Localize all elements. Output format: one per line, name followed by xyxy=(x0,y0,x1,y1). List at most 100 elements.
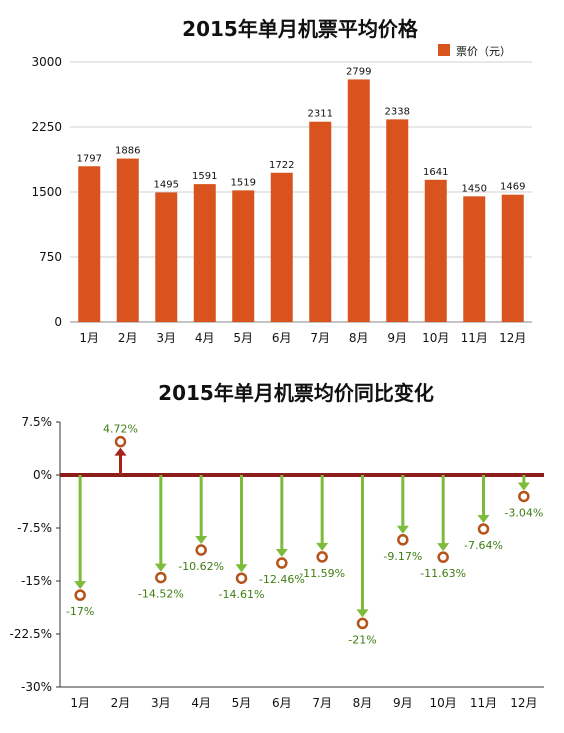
change-value-label: -14.61% xyxy=(219,588,265,601)
arrow-head xyxy=(477,514,490,523)
x-tick-label: 3月 xyxy=(156,331,176,345)
value-marker xyxy=(74,589,86,601)
bar-value-label: 1495 xyxy=(154,179,179,190)
arrow-head xyxy=(195,536,208,545)
chart1-legend: 票价（元） xyxy=(438,44,511,58)
x-tick-label: 6月 xyxy=(272,331,292,345)
bar-value-label: 1469 xyxy=(500,182,525,193)
bar xyxy=(232,190,255,322)
bar-value-label: 1450 xyxy=(462,183,487,194)
x-tick-label: 1月 xyxy=(70,696,90,710)
x-tick-label: 4月 xyxy=(195,331,215,345)
y-tick-label: 7.5% xyxy=(22,415,53,429)
value-marker xyxy=(356,617,369,630)
change-value-label: 4.72% xyxy=(103,423,138,436)
bar xyxy=(116,158,139,322)
arrow-head xyxy=(154,563,167,572)
x-tick-label: 1月 xyxy=(79,331,99,345)
bar-value-label: 1722 xyxy=(269,160,294,171)
arrow-head xyxy=(437,543,450,552)
x-tick-label: 10月 xyxy=(422,331,449,345)
x-tick-label: 4月 xyxy=(191,696,211,710)
x-tick-label: 9月 xyxy=(393,696,413,710)
bar xyxy=(309,121,332,322)
chart1-x-axis: 1月 2月 3月 4月 5月 6月 7月 8月 9月 10月 11月 12月 xyxy=(79,331,526,345)
y-tick-label: 0% xyxy=(33,468,52,482)
change-value-label: -3.04% xyxy=(504,506,543,519)
y-tick-label: 1500 xyxy=(31,185,62,199)
value-marker xyxy=(397,534,409,546)
arrow-head xyxy=(235,564,248,573)
arrow-head xyxy=(396,525,409,534)
y-tick-label: -30% xyxy=(21,680,52,694)
bar-value-label: 1519 xyxy=(231,177,256,188)
value-marker xyxy=(114,435,127,448)
x-tick-label: 2月 xyxy=(118,331,138,345)
arrow-head xyxy=(316,542,329,551)
legend-swatch xyxy=(438,44,450,56)
bar-value-label: 2799 xyxy=(346,66,371,77)
chart2-markers xyxy=(74,435,530,630)
change-value-label: -21% xyxy=(348,633,376,646)
chart1-data-labels: 1797 1886 1495 1591 1519 1722 2311 2799 2338 1641… xyxy=(77,66,526,194)
x-tick-label: 5月 xyxy=(232,696,252,710)
y-tick-label: 750 xyxy=(39,250,62,264)
x-tick-label: 8月 xyxy=(353,696,373,710)
x-tick-label: 10月 xyxy=(430,696,457,710)
x-tick-label: 3月 xyxy=(151,696,171,710)
value-marker xyxy=(235,572,248,584)
bar-value-label: 2338 xyxy=(385,106,410,117)
value-marker xyxy=(195,544,207,556)
change-value-label: -17% xyxy=(66,605,94,618)
y-tick-label: 0 xyxy=(54,315,62,329)
arrow-head xyxy=(517,482,530,491)
value-marker xyxy=(155,571,167,584)
arrow-head xyxy=(74,581,87,590)
chart2-y-axis: 7.5% 0% -7.5% -15% -22.5% -30% xyxy=(10,415,52,694)
change-value-label: -10.62% xyxy=(178,560,224,573)
bar xyxy=(463,196,486,322)
chart1-title: 2015年单月机票平均价格 xyxy=(182,17,419,41)
change-value-label: -14.52% xyxy=(138,588,184,601)
x-tick-label: 11月 xyxy=(461,331,488,345)
chart2-arrows xyxy=(74,447,530,618)
value-marker xyxy=(276,557,288,569)
chart2-x-axis: 1月 2月 3月 4月 5月 6月 7月 8月 9月 10月 11月 12月 xyxy=(70,696,537,710)
x-tick-label: 7月 xyxy=(312,696,332,710)
x-tick-label: 12月 xyxy=(499,331,526,345)
value-marker xyxy=(437,551,449,563)
bar-value-label: 1591 xyxy=(192,171,217,182)
chart1-y-axis: 0 750 1500 2250 3000 xyxy=(31,55,62,329)
y-tick-label: 3000 xyxy=(31,55,62,69)
arrow-head xyxy=(114,447,127,456)
change-value-label: -9.17% xyxy=(383,550,422,563)
bar xyxy=(155,192,178,322)
bar xyxy=(347,79,370,322)
bar xyxy=(501,194,524,322)
chart1-bars xyxy=(78,79,524,322)
bar xyxy=(424,179,447,322)
value-marker xyxy=(518,490,530,503)
bar-value-label: 2311 xyxy=(308,109,333,120)
x-tick-label: 2月 xyxy=(111,696,131,710)
value-marker xyxy=(316,551,328,563)
bar xyxy=(386,119,409,322)
bar-value-label: 1641 xyxy=(423,167,448,178)
chart2-data-labels: -17%4.72%-14.52%-10.62%-14.61%-12.46%-11… xyxy=(66,423,543,647)
x-tick-label: 8月 xyxy=(349,331,369,345)
x-tick-label: 12月 xyxy=(510,696,537,710)
bar xyxy=(193,184,216,322)
legend-label: 票价（元） xyxy=(456,45,511,58)
change-value-label: -7.64% xyxy=(464,539,503,552)
x-tick-label: 6月 xyxy=(272,696,292,710)
bar-value-label: 1797 xyxy=(77,153,102,164)
bar xyxy=(270,172,293,322)
x-tick-label: 7月 xyxy=(310,331,330,345)
y-tick-label: -22.5% xyxy=(10,627,52,641)
chart2-title: 2015年单月机票均价同比变化 xyxy=(158,381,434,405)
yoy-change-chart: 2015年单月机票均价同比变化 7.5% 0% -7.5% -15% -22.5% -30… xyxy=(10,381,544,710)
bar xyxy=(78,166,101,322)
x-tick-label: 11月 xyxy=(470,696,497,710)
